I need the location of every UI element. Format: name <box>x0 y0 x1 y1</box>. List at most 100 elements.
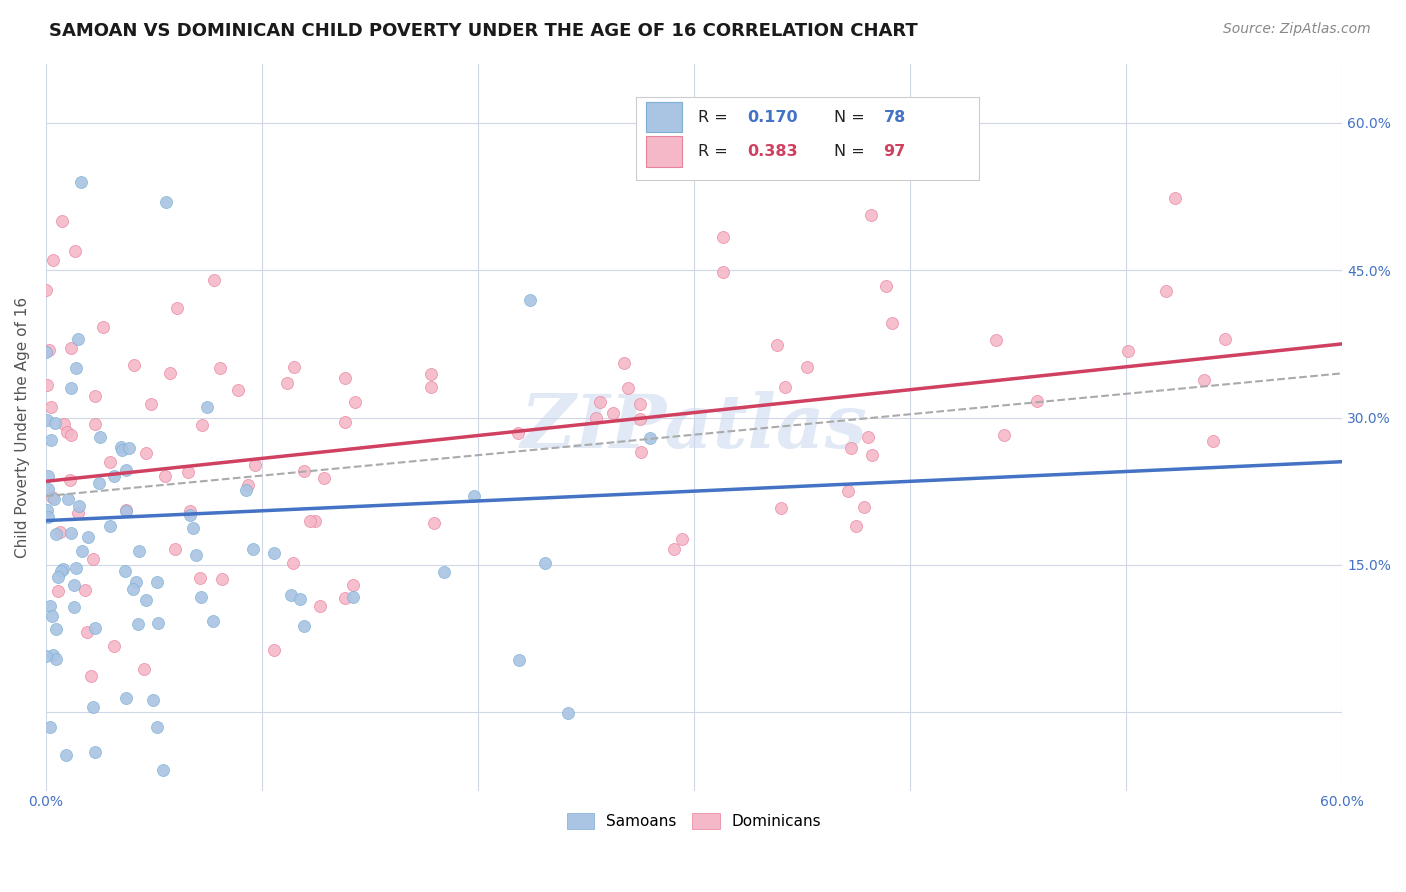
Point <box>882 317 904 331</box>
Point <box>602 406 624 420</box>
Point <box>190 418 212 433</box>
Point <box>45 622 67 636</box>
Point <box>55 747 77 762</box>
Point <box>1164 191 1187 205</box>
Point <box>335 591 357 606</box>
Point <box>142 693 165 707</box>
Point <box>860 208 883 222</box>
Point <box>98 455 121 469</box>
Point <box>630 445 652 459</box>
Point <box>82 700 104 714</box>
Point <box>720 148 742 162</box>
Point <box>671 532 693 546</box>
Text: R =: R = <box>697 110 733 125</box>
Point <box>41 648 63 662</box>
Legend: Samoans, Dominicans: Samoans, Dominicans <box>561 807 828 835</box>
Point <box>508 426 530 441</box>
Point <box>146 720 169 734</box>
Point <box>190 590 212 604</box>
Point <box>103 469 125 483</box>
Point <box>1025 394 1047 409</box>
Point <box>423 516 446 531</box>
Point <box>188 571 211 585</box>
Point <box>114 565 136 579</box>
Point <box>628 397 651 411</box>
Point <box>766 338 789 352</box>
Point <box>419 368 441 382</box>
Point <box>304 514 326 528</box>
Point <box>508 653 530 667</box>
Point <box>37 469 59 483</box>
Point <box>110 440 132 454</box>
Point <box>342 591 364 605</box>
Point <box>342 578 364 592</box>
Point <box>1194 373 1216 387</box>
Point <box>37 482 59 496</box>
Point <box>59 381 82 395</box>
Text: R =: R = <box>697 144 733 159</box>
Point <box>242 541 264 556</box>
Text: Source: ZipAtlas.com: Source: ZipAtlas.com <box>1223 22 1371 37</box>
Point <box>344 395 367 409</box>
Point <box>77 530 100 544</box>
Point <box>60 341 83 355</box>
Point <box>65 361 87 376</box>
Point <box>82 552 104 566</box>
Point <box>589 395 612 409</box>
Point <box>1213 333 1236 347</box>
Text: N =: N = <box>834 110 870 125</box>
Text: N =: N = <box>834 144 870 159</box>
Point <box>37 510 59 524</box>
Bar <box>647 136 682 167</box>
Point <box>111 442 134 457</box>
Text: 78: 78 <box>883 110 905 125</box>
Point <box>60 525 83 540</box>
Point <box>159 366 181 380</box>
Point <box>44 491 66 506</box>
Point <box>83 389 105 403</box>
Point <box>235 483 257 498</box>
Point <box>333 415 356 429</box>
Point <box>141 397 163 411</box>
Point <box>35 283 58 297</box>
Point <box>67 500 90 514</box>
Point <box>63 600 86 615</box>
Point <box>146 616 169 631</box>
Point <box>84 417 107 432</box>
Point <box>312 471 335 485</box>
Point <box>211 572 233 586</box>
Point <box>115 503 138 517</box>
Point <box>179 504 201 518</box>
Point <box>38 721 60 735</box>
Point <box>122 582 145 596</box>
Point <box>56 425 79 439</box>
Point <box>39 599 62 613</box>
Point <box>617 381 640 395</box>
Text: ZIPatlas: ZIPatlas <box>520 391 868 464</box>
Text: 0.383: 0.383 <box>747 144 797 159</box>
Point <box>83 621 105 635</box>
Point <box>153 468 176 483</box>
Point <box>35 378 58 392</box>
Point <box>280 588 302 602</box>
Point <box>796 359 818 374</box>
Point <box>37 413 59 427</box>
Point <box>638 431 661 445</box>
Point <box>41 608 63 623</box>
Point <box>432 566 454 580</box>
Point <box>59 428 82 442</box>
Point <box>56 492 79 507</box>
Point <box>775 380 797 394</box>
Point <box>769 501 792 516</box>
Point <box>858 430 880 444</box>
Point <box>292 463 315 477</box>
Point <box>845 518 868 533</box>
Point <box>288 591 311 606</box>
Point <box>52 562 75 576</box>
Point <box>1202 434 1225 449</box>
Point <box>51 214 73 228</box>
Point <box>63 578 86 592</box>
Point <box>134 663 156 677</box>
Y-axis label: Child Poverty Under the Age of 16: Child Poverty Under the Age of 16 <box>15 297 30 558</box>
Point <box>1156 284 1178 298</box>
